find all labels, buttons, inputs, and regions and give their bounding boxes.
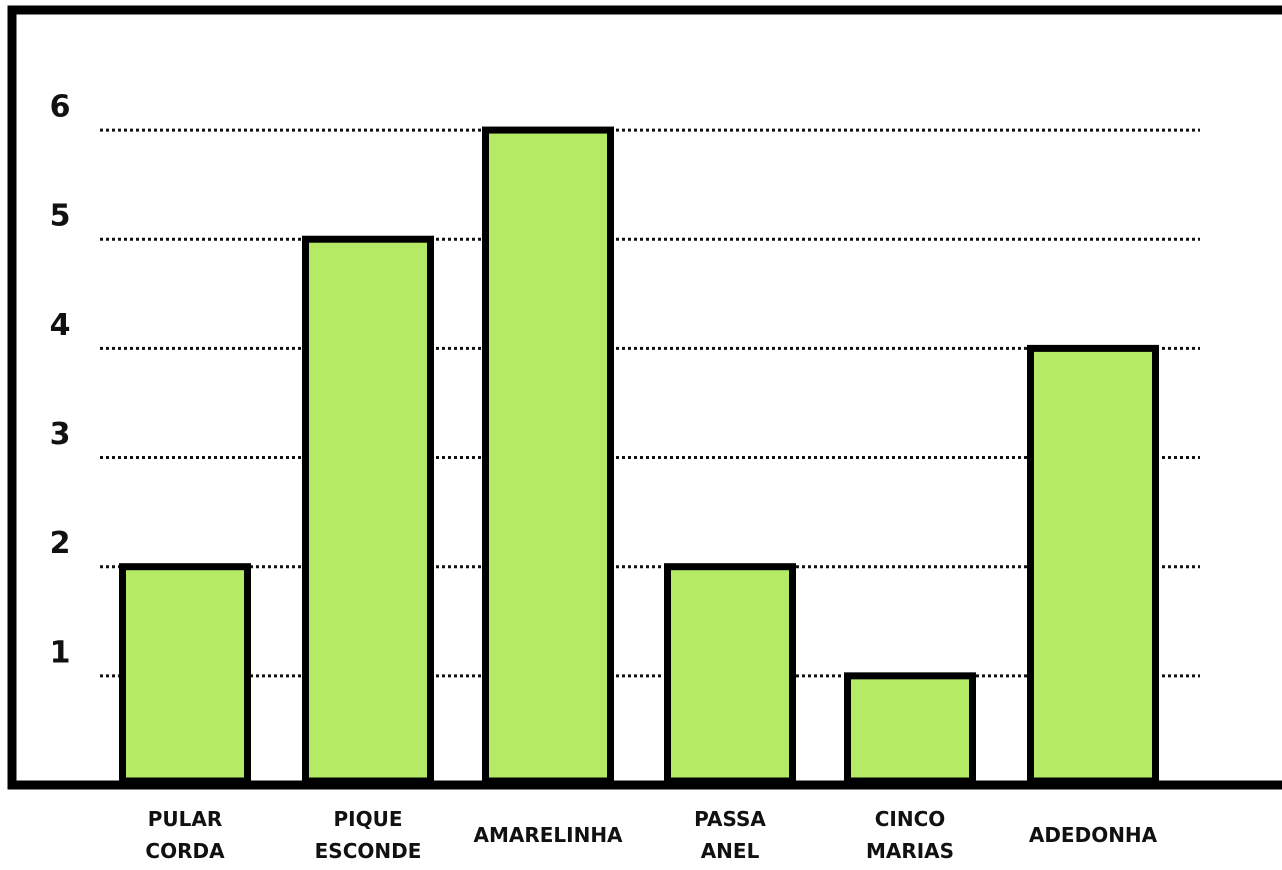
bar <box>844 672 976 785</box>
y-tick-label: 1 <box>50 635 71 670</box>
bar <box>119 563 251 785</box>
x-tick-label: AMARELINHA <box>473 823 623 847</box>
bar <box>482 126 614 785</box>
y-tick-label: 6 <box>50 90 71 125</box>
x-tick-label: PIQUE ESCONDE <box>314 807 422 863</box>
y-tick-label: 3 <box>50 417 71 452</box>
y-tick-label: 2 <box>50 526 71 561</box>
x-tick-label: ADEDONHA <box>1028 823 1158 847</box>
x-tick-label: PULAR CORDA <box>145 807 225 863</box>
y-tick-label: 5 <box>50 199 71 234</box>
bar <box>1027 344 1159 785</box>
y-tick-label: 4 <box>50 308 71 343</box>
x-tick-label: PASSA ANEL <box>694 807 766 863</box>
bar <box>664 563 796 785</box>
frame <box>7 5 1282 790</box>
x-tick-label: CINCO MARIAS <box>865 807 955 863</box>
bar <box>302 235 434 785</box>
